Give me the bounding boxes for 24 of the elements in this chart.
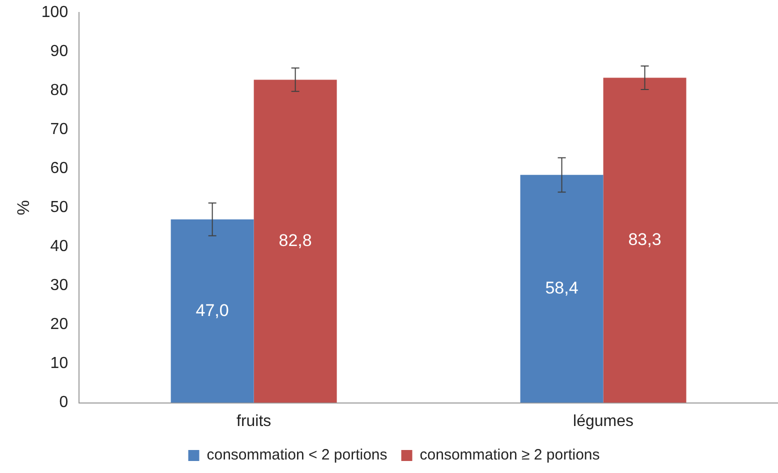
bar	[254, 80, 337, 403]
y-tick-label: 80	[50, 82, 68, 100]
y-axis-title: %	[14, 200, 33, 216]
x-tick-label: légumes	[573, 412, 634, 430]
bar	[520, 174, 604, 403]
data-label: 83,3	[628, 230, 662, 249]
y-tick-label: 10	[50, 355, 68, 372]
y-tick-label: 100	[41, 4, 68, 22]
legend-label: consommation ≥ 2 portions	[420, 446, 600, 464]
y-tick-label: 50	[50, 199, 68, 216]
y-tick-label: 60	[50, 160, 68, 178]
y-tick-label: 30	[50, 277, 68, 294]
y-tick-label: 90	[50, 43, 68, 60]
bar	[170, 219, 254, 403]
data-label: 82,8	[278, 230, 312, 250]
x-tick-label: fruits	[236, 412, 272, 430]
legend-label: consommation < 2 portions	[206, 446, 388, 464]
bar	[603, 78, 686, 403]
data-label: 47,0	[196, 300, 229, 320]
y-tick-label: 0	[59, 394, 68, 412]
y-tick-label: 20	[50, 316, 68, 334]
data-label: 58,4	[545, 278, 578, 298]
y-tick-label: 70	[50, 121, 68, 138]
y-tick-label: 40	[50, 238, 68, 256]
